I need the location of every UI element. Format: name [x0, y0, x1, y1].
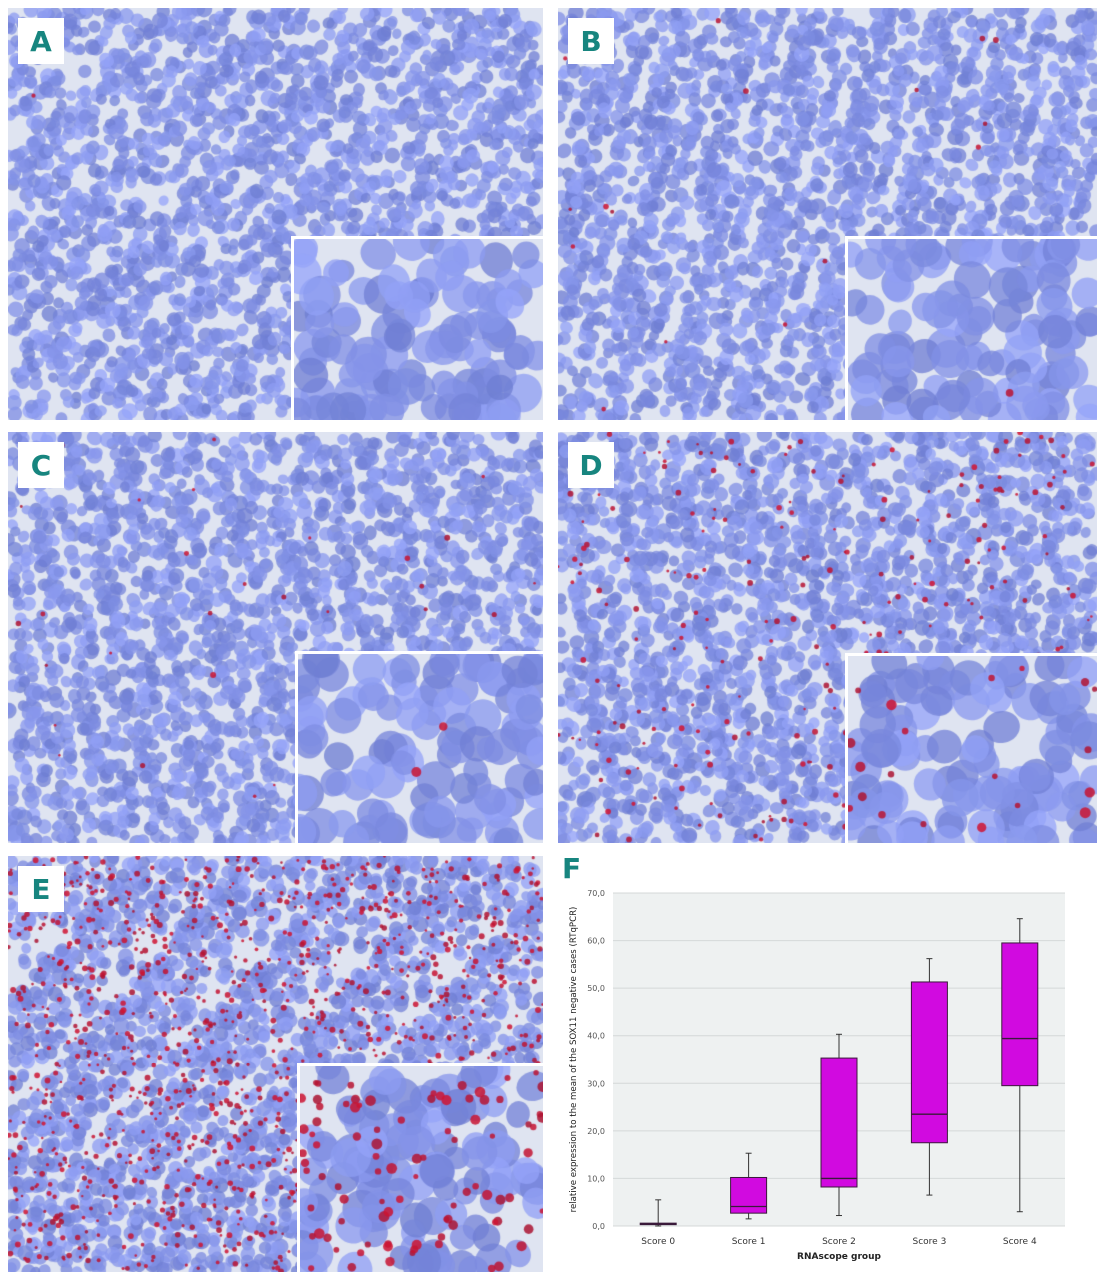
- y-axis-label: relative expression to the mean of the S…: [569, 907, 579, 1213]
- micrograph-panel-d: D: [558, 432, 1097, 843]
- inset-zoom: [291, 236, 543, 420]
- y-tick-label: 70,0: [587, 889, 605, 898]
- panel-label: C: [18, 442, 64, 488]
- inset-zoom: [295, 651, 543, 843]
- x-axis-label: RNAscope group: [797, 1252, 881, 1262]
- inset-image: [848, 656, 1097, 843]
- y-tick-label: 10,0: [587, 1174, 605, 1183]
- x-tick-label: Score 0: [641, 1237, 675, 1247]
- inset-zoom: [845, 236, 1097, 420]
- micrograph-panel-e: E: [8, 856, 543, 1272]
- micrograph-panel-a: A: [8, 8, 543, 420]
- micrograph-panel-b: B: [558, 8, 1097, 420]
- x-tick-label: Score 3: [913, 1237, 947, 1247]
- box: [910, 981, 948, 1144]
- box: [1001, 942, 1039, 1087]
- micrograph-panel-c: C: [8, 432, 543, 843]
- y-tick-label: 20,0: [587, 1127, 605, 1136]
- y-tick-label: 50,0: [587, 984, 605, 993]
- inset-image: [294, 239, 543, 420]
- panel-label: A: [18, 18, 64, 64]
- inset-zoom: [297, 1063, 543, 1272]
- x-tick-label: Score 2: [822, 1237, 856, 1247]
- panel-label-f: F: [562, 852, 582, 885]
- box: [820, 1057, 858, 1188]
- panel-label: E: [18, 866, 64, 912]
- y-tick-label: 40,0: [587, 1032, 605, 1041]
- y-tick-label: 0,0: [592, 1222, 605, 1231]
- inset-image: [298, 654, 543, 843]
- inset-image: [300, 1066, 543, 1272]
- y-tick-label: 30,0: [587, 1079, 605, 1088]
- box: [730, 1176, 768, 1214]
- inset-zoom: [845, 653, 1097, 843]
- y-tick-label: 60,0: [587, 937, 605, 946]
- panel-label: D: [568, 442, 614, 488]
- inset-image: [848, 239, 1097, 420]
- panel-label: B: [568, 18, 614, 64]
- x-tick-label: Score 1: [732, 1237, 766, 1247]
- box-plot-chart: 0,0 10,0 20,0 30,0 40,0 50,0 60,0 70,0 Score 0 Sc…: [569, 889, 1065, 1262]
- x-tick-label: Score 4: [1003, 1237, 1037, 1247]
